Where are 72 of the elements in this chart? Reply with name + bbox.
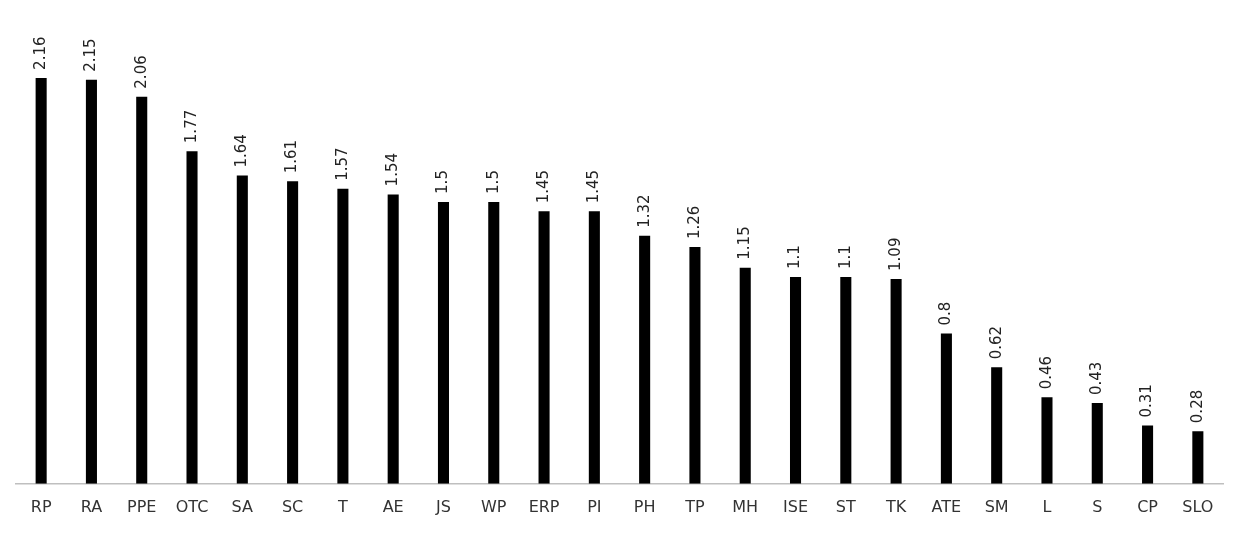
x-tick-label: SA (231, 496, 254, 516)
data-label: 1.26 (684, 205, 703, 240)
x-tick-label: SC (281, 496, 304, 516)
bar (1041, 397, 1053, 484)
bar (387, 194, 399, 484)
bar (991, 367, 1003, 484)
data-label: 0.8 (936, 301, 955, 326)
data-label: 1.57 (332, 147, 351, 181)
data-label: 1.09 (885, 237, 904, 271)
x-tick-label: WP (481, 496, 507, 516)
bar (437, 201, 450, 484)
bar (1091, 402, 1103, 484)
bar (85, 79, 97, 484)
data-label: 0.31 (1137, 384, 1156, 418)
x-tick-label: PPE (127, 496, 157, 516)
bar (337, 188, 349, 484)
x-tick-label: ERP (528, 496, 560, 516)
bar (287, 181, 299, 484)
x-tick-label: AE (382, 496, 404, 516)
x-tick-label: TP (684, 496, 705, 516)
bar (35, 77, 47, 484)
data-label: 1.5 (433, 170, 452, 194)
data-label: 2.16 (31, 36, 50, 70)
x-tick-label: ISE (783, 496, 809, 516)
bar (940, 333, 952, 484)
x-tick-label: TK (884, 496, 907, 516)
bar (136, 96, 148, 484)
data-label: 1.5 (483, 170, 502, 194)
data-label: 0.46 (1036, 355, 1055, 390)
data-label: 1.45 (533, 169, 552, 204)
x-tick-label: ST (835, 496, 856, 516)
x-tick-label: ATE (931, 496, 962, 516)
x-tick-label: OTC (175, 496, 209, 516)
bar (789, 277, 802, 484)
x-tick-label: MH (732, 496, 759, 516)
data-label: 1.45 (584, 169, 603, 204)
data-label: 1.54 (383, 153, 402, 187)
bar (588, 211, 600, 484)
x-tick-label: S (1092, 496, 1103, 516)
bar (538, 211, 550, 484)
data-label: 0.43 (1087, 361, 1106, 395)
data-label: 1.64 (232, 134, 251, 168)
x-tick-label: PI (587, 496, 602, 516)
bar (488, 201, 500, 484)
x-tick-label: T (337, 496, 349, 516)
x-tick-label: RA (80, 496, 103, 516)
data-label: 1.77 (181, 109, 200, 144)
bar (1142, 425, 1154, 484)
bar (236, 175, 248, 484)
bar (840, 277, 852, 484)
bar (739, 267, 751, 484)
x-tick-label: PH (633, 496, 656, 516)
bar (689, 247, 701, 484)
data-label: 0.62 (986, 325, 1005, 360)
bar (890, 278, 902, 484)
data-label: 0.28 (1187, 389, 1206, 424)
x-tick-label: SLO (1182, 496, 1214, 516)
x-tick-label: CP (1137, 496, 1159, 516)
x-tick-label: JS (435, 496, 451, 516)
data-label: 1.61 (282, 139, 301, 174)
data-label: 1.15 (735, 226, 754, 260)
data-label: 1.1 (785, 245, 804, 270)
data-label: 1.1 (835, 245, 854, 270)
data-label: 1.32 (634, 194, 653, 228)
x-tick-label: L (1042, 496, 1052, 516)
bar (639, 235, 651, 484)
bar (1192, 431, 1204, 484)
x-tick-label: RP (30, 496, 52, 516)
data-label: 2.06 (131, 55, 150, 89)
bar (186, 151, 198, 484)
x-tick-label: SM (984, 496, 1009, 516)
data-label: 2.15 (81, 38, 100, 72)
